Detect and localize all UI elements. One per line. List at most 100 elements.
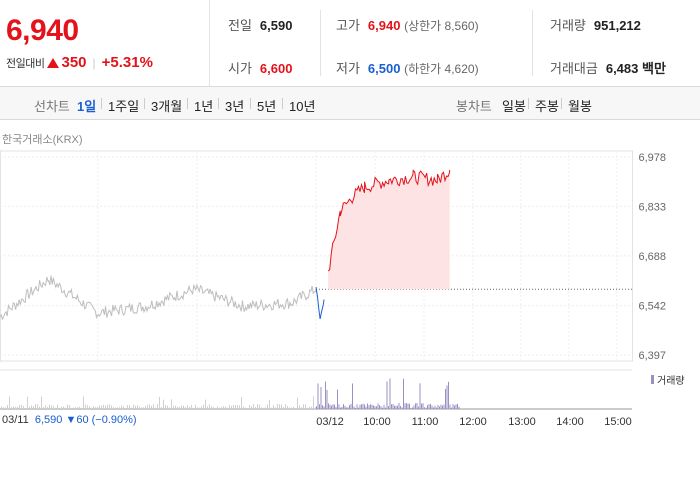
volume-bar (257, 404, 258, 409)
volume-bar (419, 383, 421, 409)
volume-bar (425, 407, 427, 409)
volume-bar (85, 404, 86, 409)
volume-bar (43, 407, 44, 409)
tab-5y[interactable]: 5년 (257, 99, 277, 114)
volume-bar (77, 407, 78, 409)
volume-bar (403, 378, 404, 409)
divider (218, 98, 219, 109)
up-fill-area (328, 170, 450, 290)
volume-bar (255, 406, 256, 409)
change-row: 전일대비 350 | +5.31% (6, 54, 153, 71)
volume-bar (197, 407, 198, 409)
current-price: 6,940 (6, 14, 79, 47)
volume-bar (349, 405, 350, 409)
stat-prev-close: 전일 6,590 (228, 15, 292, 34)
volume-bar (231, 405, 232, 409)
volume-bar (229, 404, 230, 409)
volume-bar (323, 406, 325, 409)
volume-bar (295, 407, 296, 409)
stat-label: 거래대금 (550, 61, 598, 76)
volume-bar (37, 404, 38, 409)
volume-bar (69, 405, 70, 409)
volume-bar (340, 407, 341, 409)
tab-monthly[interactable]: 월봉 (568, 99, 592, 114)
volume-bar (139, 406, 140, 409)
volume-bar (301, 407, 302, 409)
volume-bar (400, 406, 401, 409)
volume-bar (311, 406, 312, 409)
stat-value: 6,600 (259, 61, 293, 76)
volume-bar (353, 406, 355, 409)
volume-bar (91, 407, 92, 409)
stat-label: 시가 (228, 61, 252, 76)
volume-bar (394, 405, 395, 409)
volume-bar (343, 404, 344, 409)
volume-bar (251, 406, 252, 409)
volume-bar (45, 405, 46, 409)
stat-amount: 거래대금 6,483 백만 (550, 58, 666, 77)
volume-bar (119, 407, 120, 409)
stat-value: 6,483 백만 (605, 61, 666, 76)
volume-bar (161, 406, 162, 409)
volume-bar (225, 406, 226, 409)
volume-bar (269, 399, 270, 409)
volume-bar (389, 378, 391, 409)
volume-bar (101, 405, 102, 409)
tab-daily[interactable]: 일봉 (502, 99, 526, 114)
volume-bar (245, 407, 246, 409)
volume-bar (181, 405, 182, 409)
volume-bar (235, 405, 236, 409)
volume-bar (53, 405, 54, 409)
volume-bar (227, 407, 228, 409)
chart-tabs: 선차트 1일 1주일 3개월 1년 3년 5년 10년 봉차트 일봉 주봉 월봉 (0, 87, 700, 120)
volume-bar (307, 407, 308, 409)
volume-bar (335, 406, 337, 409)
volume-bar (221, 406, 222, 409)
volume-bar (165, 404, 166, 409)
volume-bar (241, 397, 242, 409)
volume-bar (75, 407, 76, 409)
volume-bar (99, 405, 100, 409)
volume-bar (454, 405, 455, 409)
y-tick-label: 6,978 (638, 152, 666, 164)
volume-bar (61, 406, 62, 409)
volume-bar (87, 405, 88, 409)
change-value: 350 (61, 54, 87, 71)
x-axis-labels: 03/12 10:00 11:00 12:00 13:00 14:00 15:00 (316, 416, 632, 428)
volume-bar (458, 406, 460, 409)
tab-10y[interactable]: 10년 (289, 99, 316, 114)
volume-bar (305, 404, 306, 409)
tab-weekly[interactable]: 주봉 (535, 99, 559, 114)
tab-1d[interactable]: 1일 (77, 99, 97, 114)
divider (561, 98, 562, 109)
volume-bar (259, 404, 260, 409)
tab-3y[interactable]: 3년 (225, 99, 245, 114)
volume-bar (401, 407, 403, 409)
volume-bar (440, 404, 442, 409)
volume-bar (430, 403, 431, 409)
stat-value: 6,590 (259, 18, 293, 33)
volume-bar (382, 407, 383, 409)
volume-bar (427, 405, 428, 409)
volume-bar (5, 407, 6, 409)
volume-bar (49, 404, 50, 409)
tab-1w[interactable]: 1주일 (108, 99, 140, 114)
tab-3m[interactable]: 3개월 (151, 99, 183, 114)
volume-bar (361, 404, 362, 409)
divider (144, 98, 145, 109)
volume-bar (263, 407, 264, 409)
series-line-2 (327, 169, 451, 272)
volume-bar (267, 404, 268, 409)
divider (282, 98, 283, 109)
volume-bar (39, 406, 40, 409)
tab-1y[interactable]: 1년 (194, 99, 214, 114)
change-label: 전일대비 (6, 57, 45, 70)
volume-bar (293, 406, 294, 409)
volume-bar (55, 407, 56, 409)
volume-bar (373, 405, 374, 409)
exchange-label: 한국거래소(KRX) (2, 134, 83, 146)
volume-bar (422, 403, 424, 409)
volume-bar (410, 407, 412, 409)
lower-limit: (하한가 4,620) (404, 62, 479, 76)
volume-bar (437, 405, 439, 409)
